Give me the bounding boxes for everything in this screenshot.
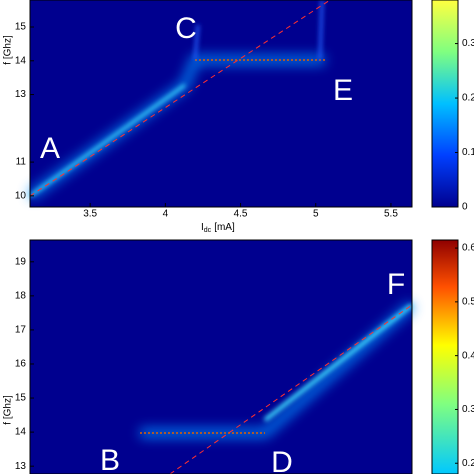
colorbar-tick-label: 0.6: [462, 243, 474, 254]
y-axis-label: f [Ghz]: [3, 35, 14, 65]
annotation: D: [271, 446, 293, 474]
edge-glow: [193, 0, 324, 61]
plot-frame: [29, 0, 413, 208]
reference-line: [169, 304, 413, 474]
x-label-sub: dc: [204, 227, 212, 234]
annotation: C: [175, 12, 197, 45]
y-tick-label: 18: [15, 291, 27, 302]
y-tick-label: 13: [15, 89, 27, 100]
y-tick-label: 10: [15, 190, 27, 201]
colorbar-tick-label: 0: [462, 202, 468, 213]
plot-frame: [29, 239, 413, 474]
colorbar-tick-label: 0.2: [462, 458, 474, 469]
y-tick-label: 15: [15, 393, 27, 404]
x-tick-label: 3.5: [83, 209, 97, 220]
y-tick-label: 15: [15, 22, 27, 33]
x-tick-label: 5.5: [384, 209, 398, 220]
x-tick-label: 5: [313, 209, 319, 220]
colorbar-tick-label: 0.3: [462, 404, 474, 415]
y-axis-label: f [Ghz]: [3, 395, 14, 425]
x-tick-label: 4: [163, 209, 169, 220]
y-tick-label: 14: [15, 427, 27, 438]
x-label-main: I: [201, 222, 204, 233]
colorbar: [431, 239, 459, 474]
colorbar-tick-label: 0.2: [462, 93, 474, 104]
plot-area: [30, 0, 412, 207]
y-tick-label: 17: [15, 325, 27, 336]
y-tick-label: 19: [15, 256, 27, 267]
y-tick-label: 16: [15, 359, 27, 370]
resonance-line: [29, 83, 186, 198]
colorbar-tick-label: 0.3: [462, 38, 474, 49]
reference-line: [29, 0, 331, 197]
annotation: B: [100, 444, 120, 474]
resonance-line: [263, 303, 414, 422]
x-tick-label: 4.5: [234, 209, 248, 220]
annotation: A: [40, 132, 60, 165]
y-tick-label: 14: [15, 55, 27, 66]
colorbar-tick-label: 0.4: [462, 350, 474, 361]
x-label-unit: [mA]: [214, 222, 235, 233]
annotation: F: [387, 268, 405, 301]
annotation: E: [333, 74, 353, 107]
colorbar-tick-label: 0.1: [462, 147, 474, 158]
y-tick-label: 11: [16, 157, 27, 168]
colorbar: [431, 0, 459, 208]
colorbar-tick-label: 0.5: [462, 297, 474, 308]
y-tick-label: 13: [15, 461, 27, 472]
x-axis-label: Idc [mA]: [201, 222, 235, 234]
